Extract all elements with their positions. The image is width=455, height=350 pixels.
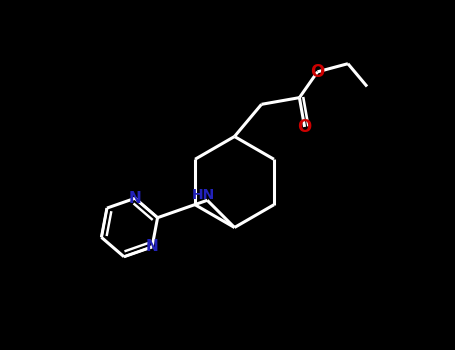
Text: HN: HN [192, 188, 215, 202]
Text: O: O [310, 63, 324, 81]
Text: N: N [146, 239, 158, 254]
Text: N: N [129, 191, 142, 206]
Text: O: O [298, 118, 312, 136]
